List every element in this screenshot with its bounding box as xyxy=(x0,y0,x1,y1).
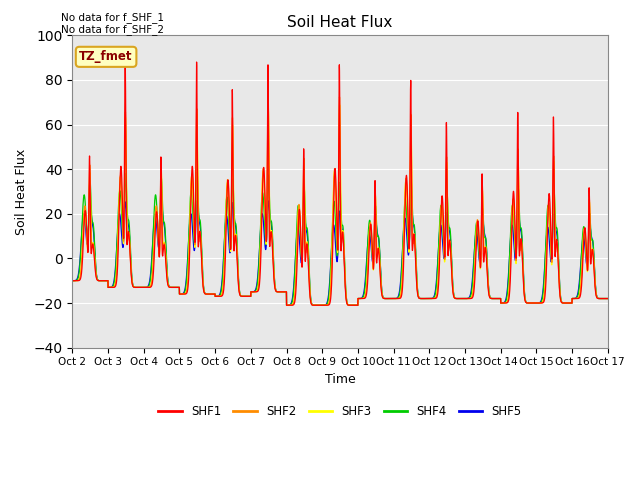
Line: SHF1: SHF1 xyxy=(72,62,608,305)
SHF4 xyxy=(320,302,328,308)
SHF4 xyxy=(164,282,172,288)
SHF2 xyxy=(604,296,612,301)
SHF1 xyxy=(317,302,324,308)
SHF1 xyxy=(460,296,468,301)
Text: No data for f_SHF_1
No data for f_SHF_2: No data for f_SHF_1 No data for f_SHF_2 xyxy=(61,12,164,36)
SHF2 xyxy=(317,302,325,308)
SHF1 xyxy=(68,278,76,284)
SHF1 xyxy=(193,59,200,65)
SHF1 xyxy=(604,296,612,301)
SHF2 xyxy=(431,296,438,301)
SHF2 xyxy=(68,278,76,284)
SHF2 xyxy=(604,296,611,301)
SHF5 xyxy=(68,278,76,284)
SHF3 xyxy=(431,296,438,301)
SHF2 xyxy=(491,296,499,301)
SHF5 xyxy=(317,302,325,308)
SHF5 xyxy=(164,282,172,288)
SHF3 xyxy=(604,296,611,301)
Line: SHF5: SHF5 xyxy=(72,201,608,305)
X-axis label: Time: Time xyxy=(324,373,355,386)
SHF3 xyxy=(491,296,499,301)
SHF4 xyxy=(193,169,201,175)
SHF3 xyxy=(68,278,76,284)
SHF5 xyxy=(431,292,438,298)
SHF3 xyxy=(336,102,344,108)
SHF4 xyxy=(68,278,76,284)
SHF4 xyxy=(431,294,438,300)
SHF3 xyxy=(460,296,468,301)
SHF1 xyxy=(320,302,328,308)
Line: SHF4: SHF4 xyxy=(72,172,608,305)
SHF3 xyxy=(604,296,612,301)
Text: TZ_fmet: TZ_fmet xyxy=(79,50,133,63)
SHF1 xyxy=(164,284,172,289)
SHF5 xyxy=(491,296,499,301)
SHF2 xyxy=(164,283,172,289)
SHF3 xyxy=(164,283,172,289)
SHF5 xyxy=(460,296,468,301)
SHF5 xyxy=(604,296,612,301)
SHF3 xyxy=(317,302,325,308)
SHF3 xyxy=(320,302,328,308)
SHF4 xyxy=(604,296,611,301)
SHF4 xyxy=(460,296,468,301)
Line: SHF2: SHF2 xyxy=(72,97,608,305)
SHF5 xyxy=(604,296,611,301)
SHF5 xyxy=(193,198,201,204)
SHF2 xyxy=(335,94,343,100)
Legend: SHF1, SHF2, SHF3, SHF4, SHF5: SHF1, SHF2, SHF3, SHF4, SHF5 xyxy=(154,400,527,423)
SHF1 xyxy=(431,296,438,301)
SHF5 xyxy=(320,302,328,308)
SHF1 xyxy=(604,296,611,301)
SHF4 xyxy=(604,296,612,301)
SHF2 xyxy=(320,302,328,308)
Title: Soil Heat Flux: Soil Heat Flux xyxy=(287,15,393,30)
Y-axis label: Soil Heat Flux: Soil Heat Flux xyxy=(15,148,28,235)
Line: SHF3: SHF3 xyxy=(72,105,608,305)
SHF4 xyxy=(491,296,499,301)
SHF2 xyxy=(460,296,468,301)
SHF1 xyxy=(491,296,499,301)
SHF4 xyxy=(317,302,325,308)
